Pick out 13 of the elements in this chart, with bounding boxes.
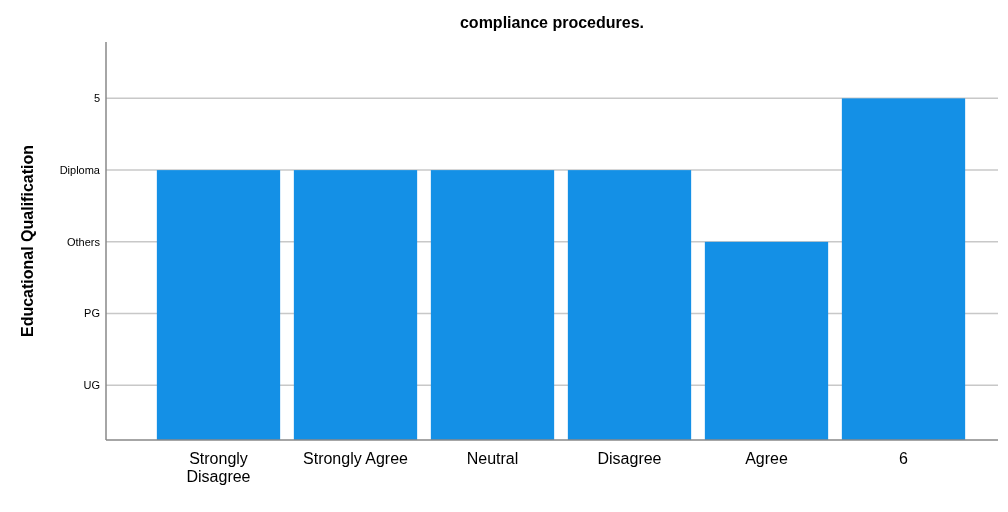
x-tick-label: Disagree	[597, 450, 662, 467]
x-tick-label: Neutral	[466, 450, 519, 467]
text: Others	[66, 235, 101, 248]
x-tick-label: Agree	[745, 450, 788, 467]
text: UG	[83, 379, 100, 392]
text: Diploma	[59, 163, 101, 176]
chart-title: compliance procedures.	[459, 14, 645, 31]
text: PG	[84, 307, 100, 320]
text: 5	[93, 92, 100, 105]
x-tick-label: Strongly Agree	[303, 450, 409, 467]
x-tick-label: Strongly Disagree	[186, 450, 251, 485]
y-axis-title: Educational Qualification	[19, 144, 36, 338]
x-tick-label: 6	[899, 450, 909, 467]
